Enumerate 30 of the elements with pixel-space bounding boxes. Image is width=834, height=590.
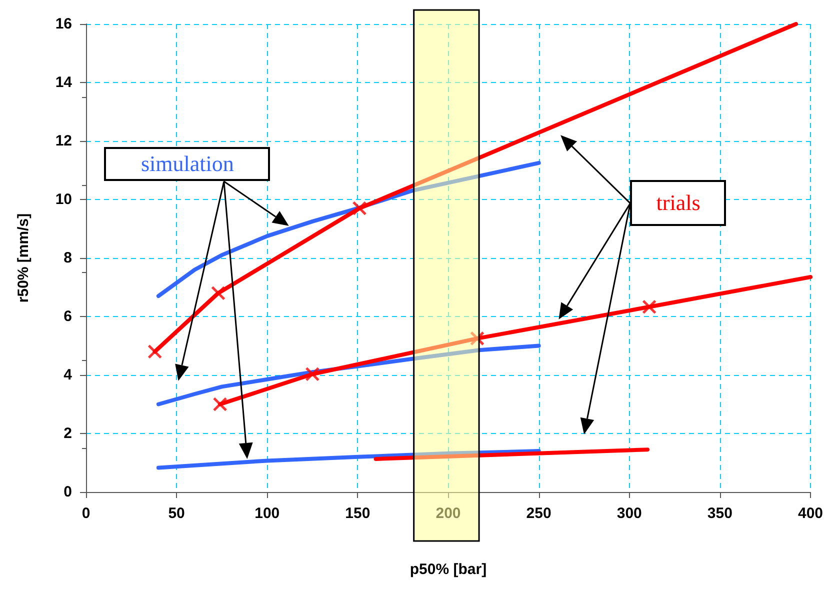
point (470, 331, 484, 346)
x-tick-label: 0 (82, 505, 90, 522)
point (305, 366, 320, 382)
x-tick-label: 350 (707, 505, 732, 522)
y-tick-label: 4 (64, 366, 73, 384)
x-tick-label: 300 (616, 505, 642, 522)
y-tick-label: 12 (55, 132, 72, 150)
x-axis-title: p50% [bar] (410, 561, 487, 578)
y-axis-title: r50% [mm/s] (15, 213, 32, 303)
y-tick-label: 10 (55, 191, 72, 208)
y-tick-label: 16 (55, 16, 72, 32)
line-series (156, 449, 541, 470)
y-tick-label: 2 (64, 425, 72, 442)
x-tick-label: 150 (345, 505, 370, 522)
x-tick-label: 50 (168, 505, 185, 522)
point (148, 344, 162, 359)
x-tick-label: 100 (254, 505, 280, 522)
x-tick-label: 200 (436, 505, 461, 522)
point (210, 286, 226, 300)
annotation: simulation (140, 151, 234, 176)
y-tick-label: 14 (55, 74, 73, 91)
point (642, 300, 657, 314)
x-tick-label: 250 (526, 505, 552, 522)
point (352, 201, 367, 216)
annotation: trials (656, 190, 700, 216)
y-tick-label: 6 (64, 308, 72, 325)
point (212, 397, 228, 412)
x-tick-label: 400 (798, 505, 823, 522)
y-tick-label: 8 (64, 250, 72, 266)
y-tick-label: 0 (64, 484, 72, 500)
